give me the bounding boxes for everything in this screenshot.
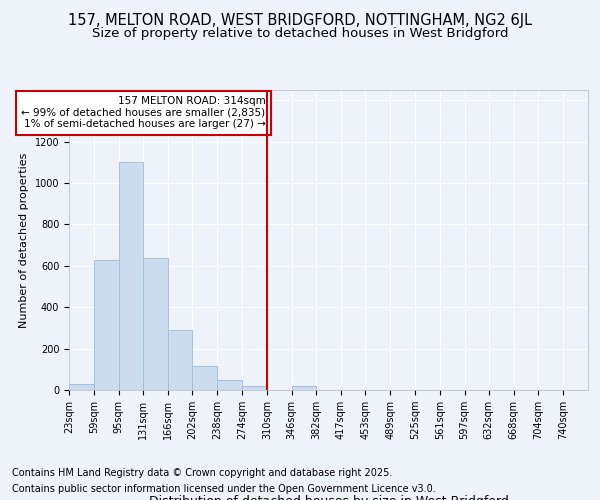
Bar [94,260,119,390]
Bar [242,386,267,390]
Bar [119,162,143,390]
Bar [217,380,242,390]
Text: 157, MELTON ROAD, WEST BRIDGFORD, NOTTINGHAM, NG2 6JL: 157, MELTON ROAD, WEST BRIDGFORD, NOTTIN… [68,12,532,28]
Bar [292,386,316,390]
Text: Size of property relative to detached houses in West Bridgford: Size of property relative to detached ho… [92,28,508,40]
Bar [193,366,217,390]
Bar [167,330,193,390]
Bar [69,384,94,390]
Text: Contains public sector information licensed under the Open Government Licence v3: Contains public sector information licen… [12,484,436,494]
Bar [143,258,168,390]
X-axis label: Distribution of detached houses by size in West Bridgford: Distribution of detached houses by size … [149,495,508,500]
Y-axis label: Number of detached properties: Number of detached properties [19,152,29,328]
Text: Contains HM Land Registry data © Crown copyright and database right 2025.: Contains HM Land Registry data © Crown c… [12,468,392,477]
Text: 157 MELTON ROAD: 314sqm
← 99% of detached houses are smaller (2,835)
1% of semi-: 157 MELTON ROAD: 314sqm ← 99% of detache… [22,96,265,130]
